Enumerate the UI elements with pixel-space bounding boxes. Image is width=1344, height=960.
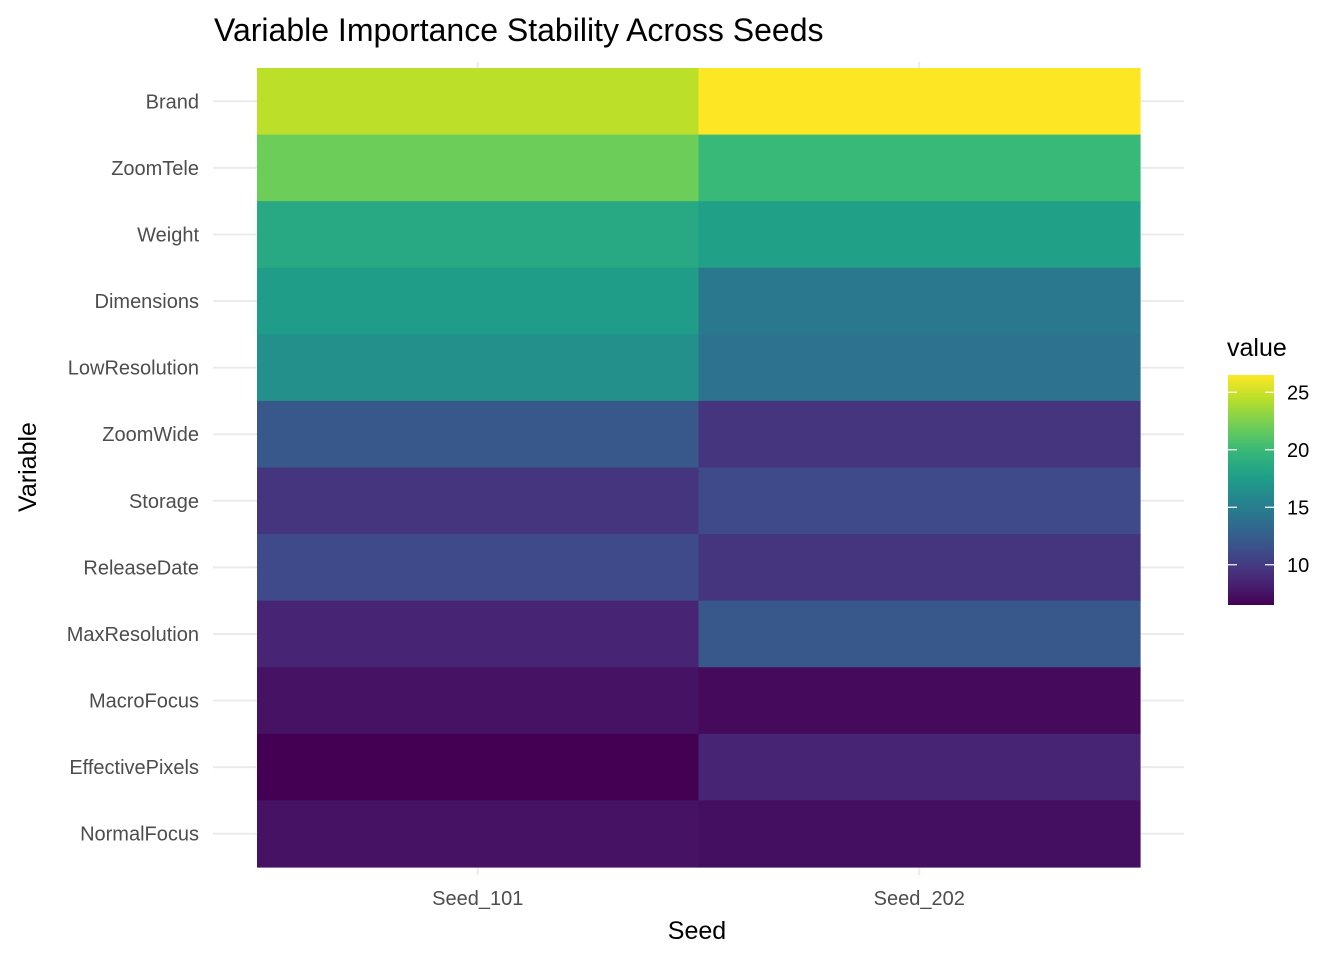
y-tick-label: ZoomTele <box>111 158 199 180</box>
y-tick-label: Dimensions <box>95 291 199 313</box>
legend-tick-label: 25 <box>1287 382 1309 404</box>
heatmap-cell <box>257 600 700 668</box>
heatmap-cell <box>257 733 700 802</box>
y-tick-label: MaxResolution <box>67 624 199 646</box>
heatmap-cell <box>257 134 700 202</box>
heatmap-cell <box>698 68 1141 136</box>
legend-ticks: 10 15 20 25 <box>1228 382 1309 577</box>
x-axis-title: Seed <box>668 917 726 945</box>
heatmap-cell <box>698 134 1141 202</box>
legend-title: value <box>1227 334 1287 362</box>
heatmap-cell <box>698 400 1141 469</box>
heatmap-cell <box>698 733 1141 802</box>
legend-tick-label: 20 <box>1287 440 1309 462</box>
y-tick-labels: Brand ZoomTele Weight Dimensions LowResoluti… <box>67 91 200 845</box>
x-tick-label: Seed_202 <box>874 888 965 910</box>
heatmap-cell <box>698 467 1141 535</box>
y-axis-title: Variable <box>14 422 42 512</box>
heatmap-cell <box>257 201 700 269</box>
heatmap-cell <box>698 800 1141 868</box>
y-tick-label: Weight <box>137 224 199 246</box>
heatmap-cell <box>257 800 700 868</box>
heatmap-cell <box>698 667 1141 735</box>
heatmap-cells <box>257 68 1141 868</box>
y-tick-label: ReleaseDate <box>83 557 199 579</box>
heatmap-cell <box>698 334 1141 402</box>
heatmap-cell <box>257 68 700 136</box>
heatmap-cell <box>257 467 700 535</box>
legend-colorbar <box>1228 375 1274 605</box>
heatmap-cell <box>257 267 700 335</box>
heatmap-cell <box>698 267 1141 335</box>
heatmap-cell <box>257 534 700 602</box>
y-tick-label: EffectivePixels <box>69 757 199 779</box>
heatmap-cell <box>257 334 700 402</box>
heatmap-cell <box>257 400 700 469</box>
heatmap-cell <box>698 201 1141 269</box>
x-tick-label: Seed_101 <box>432 888 523 910</box>
legend-tick-label: 15 <box>1287 497 1309 519</box>
x-tick-labels: Seed_101 Seed_202 <box>432 888 965 910</box>
heatmap-cell <box>257 667 700 735</box>
color-legend: value 10 15 20 25 <box>1227 334 1309 605</box>
heatmap-cell <box>698 600 1141 668</box>
y-tick-label: NormalFocus <box>80 824 199 846</box>
y-tick-label: ZoomWide <box>102 424 199 446</box>
chart-title: Variable Importance Stability Across See… <box>214 12 823 48</box>
y-tick-label: Brand <box>146 91 199 113</box>
heatmap-cell <box>698 534 1141 602</box>
y-tick-label: MacroFocus <box>89 691 199 713</box>
y-tick-label: Storage <box>129 491 199 513</box>
legend-tick-label: 10 <box>1287 555 1309 577</box>
y-tick-label: LowResolution <box>68 358 199 380</box>
